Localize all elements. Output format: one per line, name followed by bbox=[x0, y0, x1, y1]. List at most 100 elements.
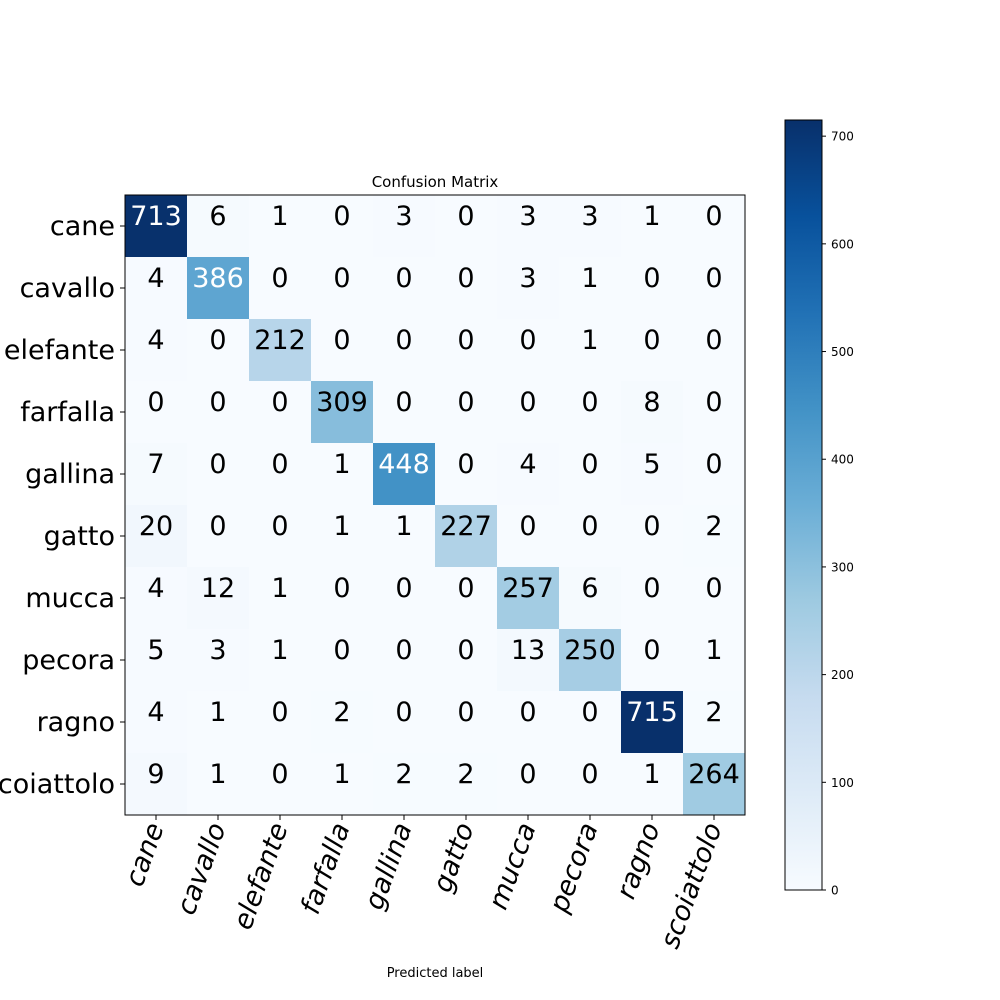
heatmap-cell bbox=[435, 195, 498, 258]
heatmap-cell bbox=[249, 319, 312, 382]
heatmap-cell bbox=[497, 443, 560, 506]
cell-value-label: 3 bbox=[581, 201, 598, 232]
heatmap-cell bbox=[559, 443, 622, 506]
heatmap-cell bbox=[249, 505, 312, 568]
cell-value-label: 5 bbox=[147, 635, 164, 666]
colorbar-tick-label: 100 bbox=[831, 776, 854, 790]
cell-value-label: 1 bbox=[209, 697, 226, 728]
cell-value-label: 6 bbox=[581, 573, 598, 604]
heatmap-cell bbox=[435, 443, 498, 506]
y-tick-label: scoiattolo bbox=[0, 769, 115, 800]
cell-value-label: 0 bbox=[271, 263, 288, 294]
cell-value-label: 12 bbox=[201, 573, 235, 604]
heatmap-cell bbox=[621, 443, 684, 506]
cell-value-label: 8 bbox=[643, 387, 660, 418]
cell-value-label: 0 bbox=[395, 387, 412, 418]
colorbar-tick-label: 600 bbox=[831, 237, 854, 251]
cell-value-label: 0 bbox=[705, 573, 722, 604]
heatmap-cell bbox=[311, 381, 374, 444]
colorbar-tick-label: 700 bbox=[831, 130, 854, 144]
cell-value-label: 13 bbox=[511, 635, 545, 666]
cell-value-label: 0 bbox=[457, 697, 474, 728]
heatmap-cell bbox=[435, 257, 498, 320]
heatmap-cell bbox=[311, 319, 374, 382]
cell-value-label: 0 bbox=[271, 759, 288, 790]
heatmap-cell bbox=[435, 505, 498, 568]
heatmap-cell bbox=[435, 691, 498, 754]
heatmap-cell bbox=[125, 195, 188, 258]
heatmap-cell bbox=[497, 691, 560, 754]
cell-value-label: 2 bbox=[457, 759, 474, 790]
cell-value-label: 4 bbox=[147, 697, 164, 728]
heatmap-cell bbox=[683, 319, 746, 382]
heatmap-cell bbox=[435, 381, 498, 444]
cell-value-label: 0 bbox=[457, 449, 474, 480]
cell-value-label: 1 bbox=[705, 635, 722, 666]
cell-value-label: 250 bbox=[564, 635, 616, 666]
y-tick-label: cavallo bbox=[20, 273, 115, 304]
heatmap-cell bbox=[187, 381, 250, 444]
y-tick-label: mucca bbox=[25, 583, 115, 614]
cell-value-label: 3 bbox=[519, 201, 536, 232]
heatmap-cell bbox=[373, 381, 436, 444]
heatmap-cell bbox=[125, 753, 188, 816]
heatmap-cell bbox=[373, 319, 436, 382]
heatmap-cell bbox=[559, 195, 622, 258]
cell-value-labels: 713 6 1 0 3 0 3 3 1 04 386 0 0 0 0 3 1 0 04 0 212 0 0 0 0 1 0 00 0 0 3… bbox=[130, 201, 740, 790]
cell-value-label: 448 bbox=[378, 449, 430, 480]
heatmap-cell bbox=[435, 567, 498, 630]
colorbar-tick-label: 500 bbox=[831, 345, 854, 359]
heatmap-cell bbox=[311, 505, 374, 568]
cell-value-label: 0 bbox=[333, 573, 350, 604]
cell-value-label: 257 bbox=[502, 573, 554, 604]
heatmap-cell bbox=[559, 691, 622, 754]
heatmap-cell bbox=[621, 753, 684, 816]
cell-value-label: 0 bbox=[519, 759, 536, 790]
heatmap-cell bbox=[125, 505, 188, 568]
heatmap-cell bbox=[497, 505, 560, 568]
heatmap-cell bbox=[187, 195, 250, 258]
colorbar-tick-label: 0 bbox=[831, 884, 839, 898]
cell-value-label: 0 bbox=[457, 263, 474, 294]
colorbar bbox=[784, 119, 823, 891]
heatmap-cell bbox=[125, 257, 188, 320]
heatmap-cell bbox=[187, 257, 250, 320]
cell-value-label: 0 bbox=[581, 511, 598, 542]
cell-value-label: 0 bbox=[643, 263, 660, 294]
cell-value-label: 0 bbox=[581, 759, 598, 790]
cell-value-label: 1 bbox=[209, 759, 226, 790]
heatmap-cell bbox=[683, 753, 746, 816]
heatmap-cell bbox=[187, 505, 250, 568]
colorbar-tick-label: 200 bbox=[831, 668, 854, 682]
cell-value-label: 1 bbox=[333, 449, 350, 480]
cell-value-label: 0 bbox=[209, 511, 226, 542]
heatmap-cell bbox=[497, 381, 560, 444]
cell-value-label: 1 bbox=[581, 325, 598, 356]
cell-value-label: 0 bbox=[271, 511, 288, 542]
heatmap-cell bbox=[497, 753, 560, 816]
cell-value-label: 0 bbox=[643, 511, 660, 542]
heatmap-cell bbox=[621, 691, 684, 754]
heatmap-cell bbox=[683, 567, 746, 630]
cell-value-label: 0 bbox=[457, 201, 474, 232]
cell-value-label: 212 bbox=[254, 325, 306, 356]
heatmap-cell bbox=[187, 319, 250, 382]
cell-value-label: 1 bbox=[395, 511, 412, 542]
heatmap-cell bbox=[125, 381, 188, 444]
heatmap-cell bbox=[621, 567, 684, 630]
heatmap-cell bbox=[373, 753, 436, 816]
colorbar-tick-label: 400 bbox=[831, 453, 854, 467]
cell-value-label: 3 bbox=[395, 201, 412, 232]
heatmap-cell bbox=[187, 567, 250, 630]
cell-value-label: 0 bbox=[705, 201, 722, 232]
heatmap-cell bbox=[559, 753, 622, 816]
heatmap-cell bbox=[373, 567, 436, 630]
cell-value-label: 2 bbox=[395, 759, 412, 790]
cell-value-label: 0 bbox=[581, 449, 598, 480]
cell-value-label: 0 bbox=[147, 387, 164, 418]
heatmap-cell bbox=[125, 319, 188, 382]
cell-value-label: 0 bbox=[395, 263, 412, 294]
cell-value-label: 0 bbox=[705, 263, 722, 294]
cell-value-label: 0 bbox=[271, 449, 288, 480]
